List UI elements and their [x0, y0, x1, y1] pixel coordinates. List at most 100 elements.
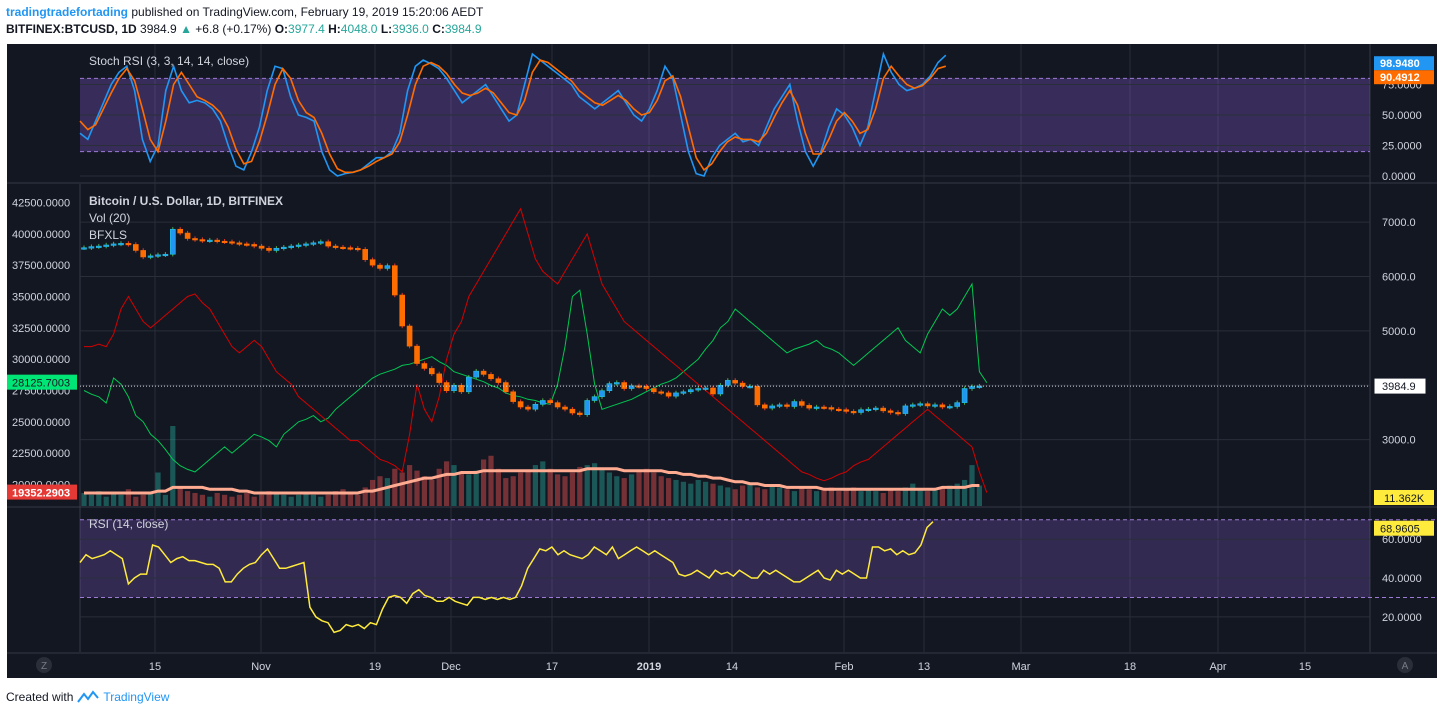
candle-body — [428, 368, 435, 375]
volume-bar — [111, 492, 117, 506]
candle-body — [229, 241, 235, 244]
candle-body — [569, 408, 576, 414]
candle-body — [81, 247, 87, 250]
volume-bar — [643, 468, 649, 506]
volume-bar — [177, 487, 183, 506]
candle-body — [576, 412, 583, 415]
tradingview-logo-icon — [77, 690, 100, 703]
candle-body — [147, 255, 154, 258]
left-scale-tick-label: 37500.0000 — [12, 260, 70, 272]
candle-body — [221, 240, 228, 244]
candle-body — [776, 404, 783, 407]
zoom-reset-icon[interactable] — [36, 657, 52, 673]
candle-body — [317, 241, 324, 244]
volume-bar — [392, 468, 398, 506]
volume-bar — [784, 489, 790, 506]
candle-body — [791, 401, 798, 407]
chart-canvas[interactable]: 0.000025.000050.000075.000098.948090.491… — [0, 0, 1444, 690]
candle-body — [340, 246, 346, 249]
volume-bar — [777, 487, 783, 506]
volume-bar — [266, 491, 272, 506]
candle-body — [280, 246, 287, 249]
time-axis — [7, 654, 1437, 678]
volume-bar — [865, 489, 871, 506]
bfxls-long-line — [83, 282, 988, 473]
candle-body — [643, 386, 650, 389]
candle-body — [769, 405, 776, 409]
volume-bar — [155, 472, 161, 506]
candle-body — [347, 247, 354, 250]
volume-bar — [96, 491, 102, 506]
volume-bar — [976, 485, 982, 506]
candle-body — [310, 242, 317, 245]
volume-bar — [133, 496, 139, 506]
up-arrow-icon: ▲ — [180, 22, 192, 36]
candle-body — [214, 239, 220, 242]
left-scale-tick-label: 42500.0000 — [12, 198, 70, 210]
candle-body — [88, 246, 95, 249]
volume-bar — [481, 459, 487, 506]
volume-bar — [902, 487, 908, 506]
candle-body — [192, 238, 198, 241]
volume-bar — [251, 496, 257, 506]
bfxls-short-badge — [7, 484, 77, 500]
candle-body — [606, 383, 613, 392]
volume-bar — [296, 494, 302, 506]
candle-body — [510, 391, 517, 402]
candle-body — [244, 243, 250, 246]
candle-body — [717, 384, 724, 395]
volume-bar — [399, 472, 405, 506]
tradingview-brand-link[interactable]: TradingView — [103, 690, 170, 704]
publish-text: published on TradingView.com, February 1… — [131, 5, 484, 19]
candle-body — [658, 391, 665, 394]
candle-body — [384, 265, 391, 269]
volume-bar — [362, 487, 368, 506]
volume-bar — [444, 461, 450, 506]
volume-bar — [288, 496, 294, 506]
volume-bar — [599, 468, 605, 506]
candle-body — [525, 406, 531, 410]
volume-bar — [518, 472, 524, 506]
candle-body — [266, 247, 272, 251]
candle-body — [273, 247, 280, 251]
volume-bar — [192, 492, 198, 506]
volume-bar — [680, 481, 686, 506]
stoch-title: Stoch RSI (3, 3, 14, 14, close) — [89, 54, 249, 68]
created-with-text: Created with — [6, 690, 74, 704]
volume-bar — [236, 494, 242, 506]
volume-bar — [532, 465, 538, 506]
open-label: O: — [274, 22, 289, 36]
volume-bar — [584, 465, 590, 506]
volume-bar — [370, 479, 376, 506]
volume-bar — [725, 487, 731, 506]
candle-body — [909, 404, 916, 407]
volume-bar — [925, 491, 931, 506]
volume-bar — [458, 472, 464, 506]
volume-bar — [525, 470, 531, 506]
candle-body — [162, 253, 169, 257]
author-link[interactable]: tradingtradefortading — [6, 5, 128, 19]
time-axis-label: Mar — [1012, 661, 1031, 673]
candle-body — [184, 232, 191, 239]
volume-bar — [207, 496, 213, 506]
candle-body — [96, 245, 102, 248]
symbol-name: BITFINEX:BTCUSD, 1D — [6, 22, 137, 36]
stoch-tick-label: 0.0000 — [1382, 171, 1416, 183]
candle-body — [932, 404, 938, 407]
volume-bar — [754, 487, 760, 506]
volume-bar — [732, 489, 738, 506]
candle-body — [155, 254, 161, 257]
time-axis-label: 17 — [546, 661, 558, 673]
volume-bar — [717, 485, 723, 506]
auto-scale-icon[interactable] — [1397, 657, 1413, 673]
volume-bar — [88, 494, 94, 506]
candle-body — [133, 244, 139, 251]
volume-bar — [762, 489, 768, 506]
candle-body — [828, 407, 835, 410]
time-axis-label: Feb — [835, 661, 854, 673]
candle-body — [843, 409, 850, 412]
candle-body — [961, 388, 968, 403]
candle-body — [895, 412, 901, 415]
volume-bar — [939, 487, 945, 506]
candle-body — [687, 389, 694, 393]
